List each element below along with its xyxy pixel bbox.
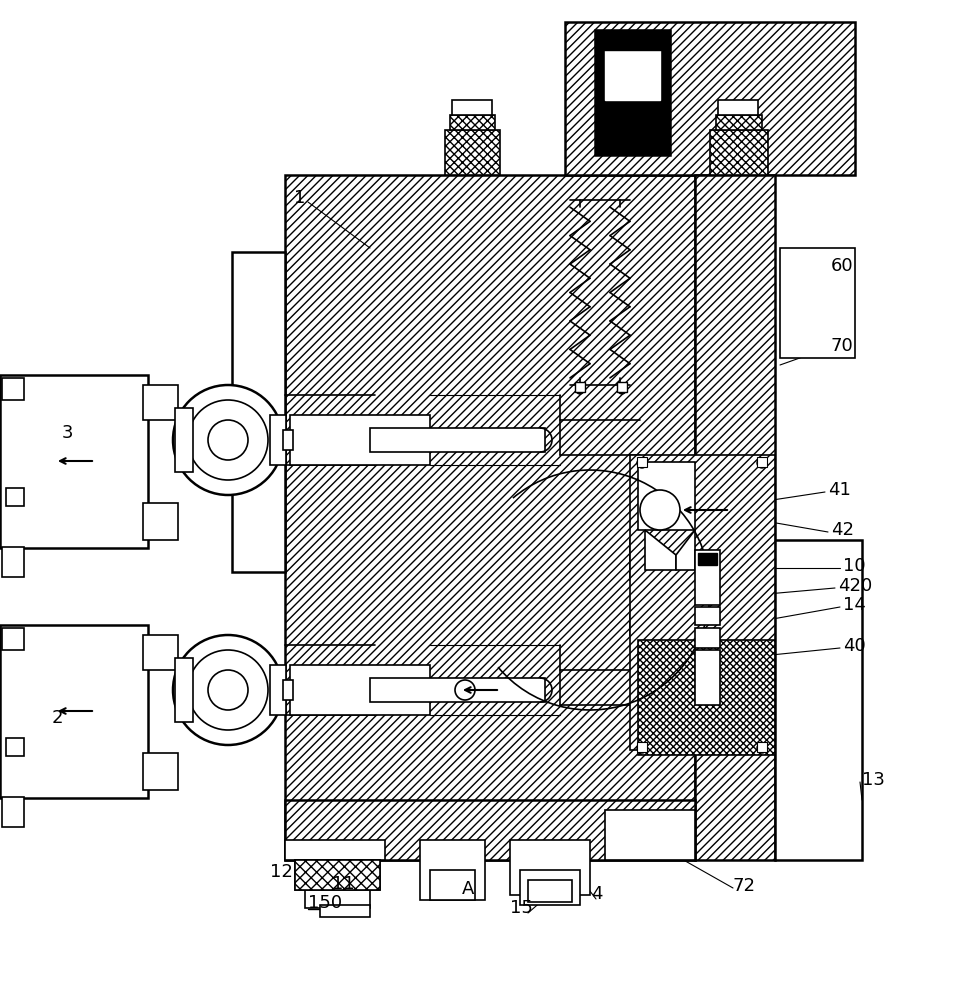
Text: 5: 5: [648, 121, 659, 139]
Polygon shape: [676, 530, 695, 570]
Bar: [283, 430, 293, 450]
Bar: [695, 628, 720, 648]
Polygon shape: [0, 625, 148, 798]
Bar: [452, 100, 492, 115]
Bar: [2, 797, 24, 827]
Circle shape: [757, 458, 767, 468]
Polygon shape: [290, 665, 430, 715]
Circle shape: [618, 386, 626, 394]
Circle shape: [188, 650, 268, 730]
Polygon shape: [143, 385, 178, 420]
Bar: [780, 248, 855, 358]
Bar: [775, 540, 862, 860]
Polygon shape: [285, 175, 695, 860]
Bar: [520, 870, 580, 905]
Polygon shape: [595, 30, 670, 155]
Polygon shape: [0, 375, 148, 548]
Bar: [295, 860, 380, 890]
Polygon shape: [638, 462, 695, 530]
Bar: [295, 860, 380, 890]
Bar: [510, 840, 590, 895]
Bar: [605, 810, 695, 860]
Bar: [305, 890, 370, 908]
Polygon shape: [285, 840, 385, 860]
Polygon shape: [143, 635, 178, 670]
Bar: [175, 408, 193, 472]
Text: 42: 42: [831, 521, 854, 539]
Bar: [757, 457, 767, 467]
Polygon shape: [445, 130, 500, 175]
Bar: [270, 415, 286, 465]
Text: 2: 2: [52, 709, 64, 727]
Text: 12: 12: [270, 863, 293, 881]
Bar: [617, 382, 627, 392]
Bar: [2, 547, 24, 577]
Circle shape: [757, 743, 767, 753]
Text: 13: 13: [862, 771, 885, 789]
Text: 15: 15: [510, 899, 533, 917]
Bar: [270, 665, 286, 715]
Polygon shape: [716, 115, 762, 130]
Polygon shape: [450, 115, 495, 130]
Circle shape: [640, 490, 680, 530]
Polygon shape: [645, 530, 676, 570]
Bar: [695, 650, 720, 705]
Polygon shape: [370, 678, 545, 702]
Circle shape: [173, 385, 283, 495]
Polygon shape: [143, 503, 178, 540]
Bar: [695, 607, 720, 625]
Bar: [283, 680, 293, 700]
Text: 150: 150: [308, 894, 342, 912]
Polygon shape: [710, 130, 768, 175]
Text: 14: 14: [843, 596, 865, 614]
Bar: [6, 488, 24, 506]
Polygon shape: [630, 455, 775, 750]
Text: 72: 72: [733, 877, 756, 895]
Polygon shape: [638, 640, 775, 755]
Bar: [718, 100, 758, 115]
Polygon shape: [290, 415, 430, 465]
Text: 4: 4: [591, 885, 602, 903]
Text: 420: 420: [838, 577, 872, 595]
Bar: [175, 658, 193, 722]
Bar: [695, 550, 720, 605]
Polygon shape: [605, 40, 660, 100]
Circle shape: [637, 743, 647, 753]
Bar: [420, 840, 485, 900]
Circle shape: [208, 420, 248, 460]
Text: 3: 3: [62, 424, 73, 442]
Text: A: A: [462, 880, 475, 898]
Text: 10: 10: [843, 557, 865, 575]
Circle shape: [576, 386, 584, 394]
Bar: [320, 905, 370, 917]
Circle shape: [208, 670, 248, 710]
Bar: [575, 382, 585, 392]
Polygon shape: [285, 800, 695, 860]
Text: 41: 41: [828, 481, 851, 499]
Polygon shape: [370, 428, 545, 452]
Bar: [698, 553, 717, 565]
Circle shape: [637, 458, 647, 468]
Text: 40: 40: [843, 637, 865, 655]
Bar: [528, 880, 572, 902]
Text: 70: 70: [831, 337, 854, 355]
Text: 1: 1: [294, 189, 306, 207]
Bar: [2, 378, 24, 400]
Bar: [637, 457, 647, 467]
Bar: [6, 738, 24, 756]
Bar: [232, 252, 285, 572]
Polygon shape: [695, 175, 775, 860]
Text: 60: 60: [831, 257, 854, 275]
Circle shape: [173, 635, 283, 745]
Polygon shape: [143, 753, 178, 790]
Bar: [430, 870, 475, 900]
Polygon shape: [595, 30, 670, 50]
Bar: [2, 628, 24, 650]
Bar: [757, 742, 767, 752]
Polygon shape: [565, 22, 855, 175]
Circle shape: [455, 680, 475, 700]
Circle shape: [188, 400, 268, 480]
Text: 11: 11: [332, 875, 355, 893]
Bar: [637, 742, 647, 752]
